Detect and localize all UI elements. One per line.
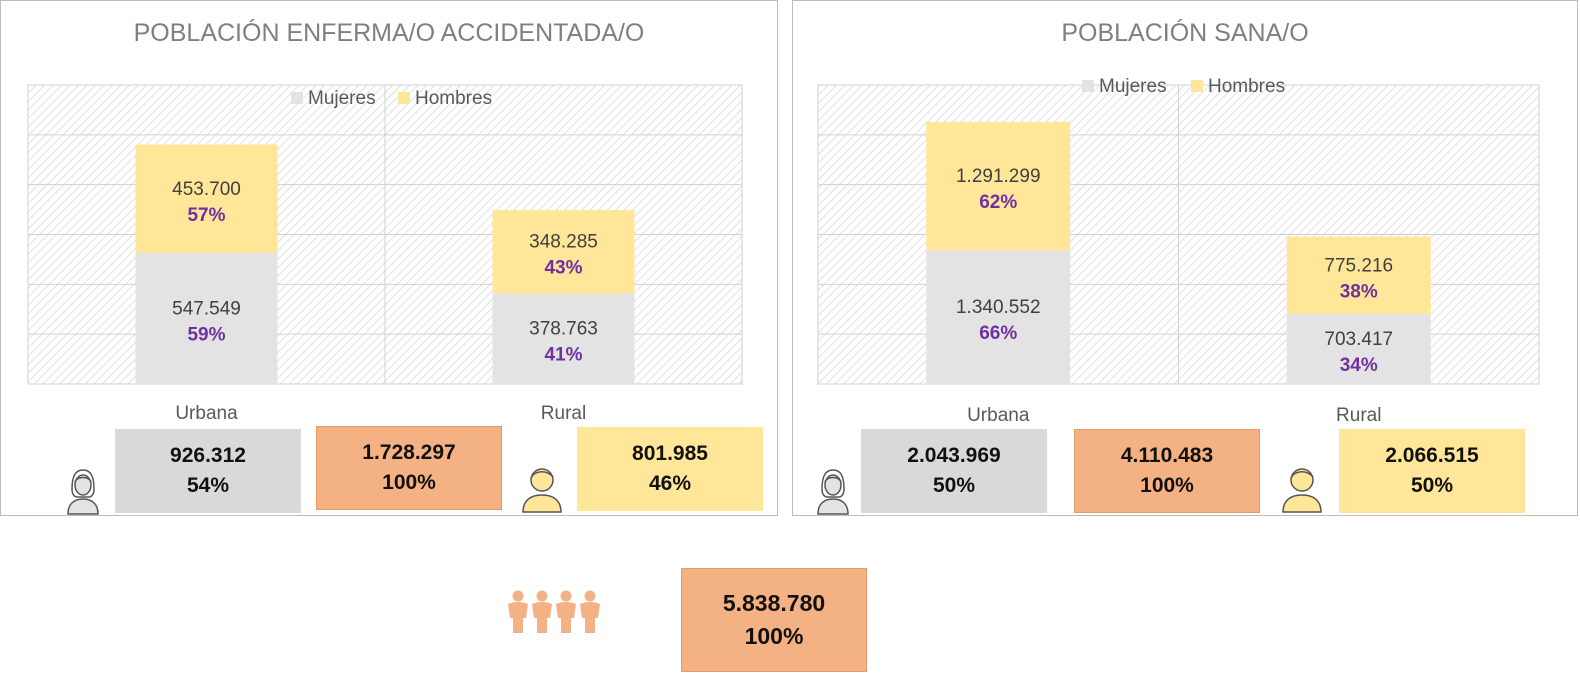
category-label-rural: Rural — [1336, 405, 1381, 426]
data-label-value: 1.340.552 — [956, 297, 1041, 318]
total-hombres-percent: 50% — [1410, 474, 1454, 497]
category-label-urbana: Urbana — [967, 405, 1030, 426]
total-mujeres-box: 926.312 54% — [115, 429, 301, 513]
bar-hombres-urbana — [926, 121, 1071, 251]
data-label-percent: 41% — [544, 345, 582, 366]
data-label-value: 453.700 — [172, 179, 241, 200]
total-hombres-value: 801.985 — [632, 442, 708, 465]
bar-hombres-urbana — [135, 144, 278, 254]
stacked-bar-chart-sana: Mujeres Hombres 1.340.552 66% 1.291.299 62% Ur… — [817, 76, 1540, 426]
data-label-percent: 59% — [187, 325, 225, 346]
legend-swatch-mujeres — [291, 92, 303, 104]
legend-swatch-hombres — [1191, 80, 1203, 92]
grand-total-value: 5.838.780 — [722, 590, 826, 616]
chart-title: POBLACIÓN SANA/O — [1061, 19, 1309, 47]
data-label-value: 348.285 — [529, 232, 598, 253]
data-label-percent: 38% — [1340, 281, 1378, 302]
total-all-percent: 100% — [382, 471, 436, 494]
total-all-value: 4.110.483 — [1120, 444, 1214, 467]
total-hombres-percent: 46% — [648, 472, 692, 495]
bar-mujeres-urbana — [135, 253, 278, 384]
legend-label-hombres: Hombres — [1208, 76, 1285, 97]
stacked-bar-chart-enferma: Mujeres Hombres 547.549 59% 453.700 57% Urbana… — [27, 84, 743, 424]
data-label-percent: 57% — [187, 205, 225, 226]
grand-total-percent: 100% — [744, 623, 804, 649]
data-label-value: 703.417 — [1324, 329, 1393, 350]
total-all-box: 1.728.297 100% — [316, 426, 502, 510]
bar-mujeres-urbana — [926, 250, 1071, 384]
legend-swatch-hombres — [398, 92, 410, 104]
total-mujeres-value: 2.043.969 — [907, 444, 1001, 467]
category-label-rural: Rural — [541, 403, 586, 424]
legend-swatch-mujeres — [1082, 80, 1094, 92]
total-mujeres-percent: 54% — [186, 474, 230, 497]
family-group-icon — [505, 590, 603, 634]
legend-label-mujeres: Mujeres — [1099, 76, 1167, 97]
bar-hombres-rural — [1286, 236, 1431, 314]
man-user-icon — [1280, 465, 1324, 513]
total-mujeres-percent: 50% — [932, 474, 976, 497]
total-all-value: 1.728.297 — [362, 441, 456, 464]
bar-mujeres-rural — [492, 293, 635, 384]
data-label-percent: 66% — [979, 323, 1017, 344]
bar-mujeres-rural — [1286, 313, 1431, 384]
data-label-percent: 43% — [544, 258, 582, 279]
total-hombres-box: 801.985 46% — [577, 427, 763, 511]
grand-total-box: 5.838.780 100% — [681, 568, 867, 672]
total-hombres-box: 2.066.515 50% — [1339, 429, 1525, 513]
data-label-value: 378.763 — [529, 319, 598, 340]
chart-title: POBLACIÓN ENFERMA/O ACCIDENTADA/O — [133, 19, 645, 47]
total-mujeres-box: 2.043.969 50% — [861, 429, 1047, 513]
chart-panel-sana: POBLACIÓN SANA/O Mujeres Hombres 1.340.552… — [792, 0, 1578, 516]
man-user-icon — [520, 465, 564, 513]
data-label-value: 547.549 — [172, 299, 241, 320]
category-label-urbana: Urbana — [175, 403, 238, 424]
woman-user-icon — [63, 467, 103, 515]
data-label-value: 775.216 — [1324, 255, 1393, 276]
legend-label-hombres: Hombres — [415, 88, 492, 109]
total-all-percent: 100% — [1140, 474, 1194, 497]
total-hombres-value: 2.066.515 — [1385, 444, 1479, 467]
total-mujeres-value: 926.312 — [170, 444, 246, 467]
data-label-percent: 62% — [979, 192, 1017, 213]
woman-user-icon — [813, 467, 853, 515]
data-label-value: 1.291.299 — [956, 166, 1041, 187]
chart-panel-enferma: POBLACIÓN ENFERMA/O ACCIDENTADA/O Mujere… — [0, 0, 778, 516]
legend-label-mujeres: Mujeres — [308, 88, 376, 109]
total-all-box: 4.110.483 100% — [1074, 429, 1260, 513]
bar-hombres-rural — [492, 210, 635, 294]
data-label-percent: 34% — [1340, 355, 1378, 376]
